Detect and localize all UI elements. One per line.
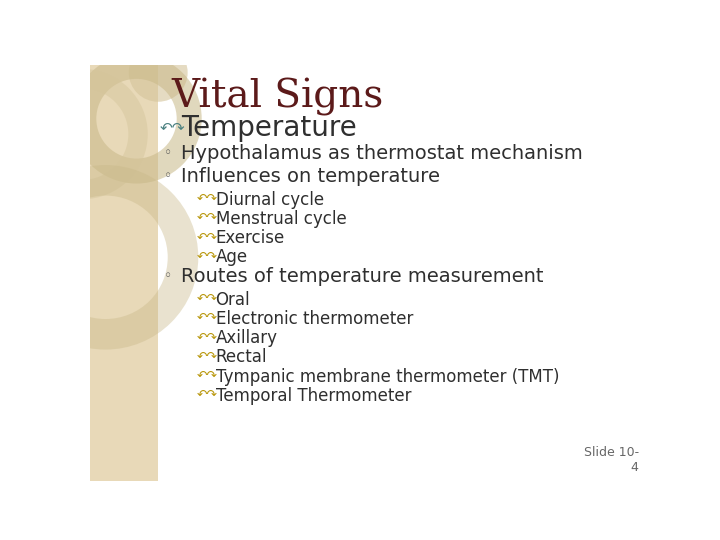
Text: Slide 10-
4: Slide 10- 4 [584,447,639,475]
Text: ◦: ◦ [164,170,173,184]
Text: Temporal Thermometer: Temporal Thermometer [215,387,411,405]
Text: ↶↷: ↶↷ [197,351,218,364]
Text: ◦: ◦ [164,269,173,284]
Text: Routes of temperature measurement: Routes of temperature measurement [181,267,544,286]
Text: ↶↷: ↶↷ [197,370,218,383]
Text: Age: Age [215,248,248,266]
Text: ↶↷: ↶↷ [197,232,218,245]
Text: ↶↷: ↶↷ [197,313,218,326]
Text: Influences on temperature: Influences on temperature [181,167,441,186]
Text: ↶↷: ↶↷ [197,332,218,345]
Text: Temperature: Temperature [181,114,357,142]
Text: Exercise: Exercise [215,229,285,247]
Text: Menstrual cycle: Menstrual cycle [215,210,346,228]
Text: Diurnal cycle: Diurnal cycle [215,191,324,208]
Text: ↶↷: ↶↷ [197,193,218,206]
Text: ◦: ◦ [164,146,173,160]
Text: Oral: Oral [215,291,250,309]
Circle shape [129,43,188,102]
Text: Vital Signs: Vital Signs [171,78,384,116]
Text: Electronic thermometer: Electronic thermometer [215,310,413,328]
Text: ↶↷: ↶↷ [160,120,185,136]
Text: Tympanic membrane thermometer (TMT): Tympanic membrane thermometer (TMT) [215,368,559,386]
Bar [90,65,158,481]
Text: Rectal: Rectal [215,348,267,367]
Text: Hypothalamus as thermostat mechanism: Hypothalamus as thermostat mechanism [181,144,583,163]
Text: ↶↷: ↶↷ [197,251,218,264]
Text: ↶↷: ↶↷ [197,212,218,225]
Text: ↶↷: ↶↷ [197,389,218,402]
Text: Axillary: Axillary [215,329,277,347]
Text: ↶↷: ↶↷ [197,293,218,306]
